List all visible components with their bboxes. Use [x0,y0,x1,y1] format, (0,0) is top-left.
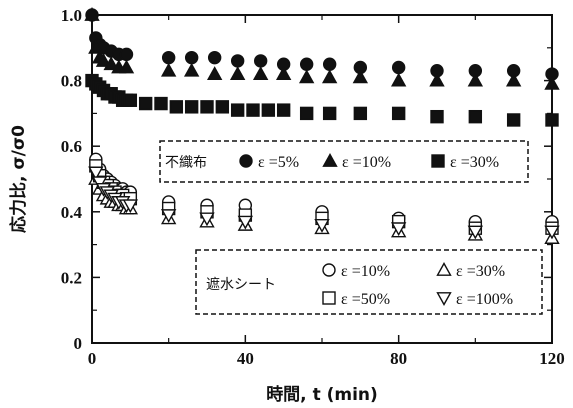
legend-box-geomembrane [195,249,543,315]
point-s6-14 [390,222,407,237]
legend-nonwoven-entries: ε =5% ε =10% ε =30% [239,153,499,171]
point-s2-18 [246,103,260,117]
legend2-marker-2 [322,291,336,305]
point-s1-20 [544,75,560,90]
point-s6-16 [544,225,560,240]
point-s2-10 [123,93,138,107]
point-s1-13 [298,69,315,84]
point-s1-16 [390,72,407,87]
point-s0-9 [207,50,222,65]
point-s2-23 [353,106,368,121]
point-s2-11 [138,96,153,111]
legend2-label-2: ε =50% [341,291,390,308]
point-s6-10 [160,209,177,224]
point-s2-25 [430,109,444,124]
point-s2-21 [299,106,314,121]
point-s2-22 [322,106,337,121]
point-s1-12 [275,66,292,80]
legend1-marker-1 [322,153,338,167]
y-axis-title: 応力比, σ/σ0 [8,125,29,233]
point-s1-10 [229,66,246,80]
point-s2-28 [545,113,559,127]
legend1-marker-0 [239,154,253,168]
point-s6-9 [122,199,139,214]
legend2-label-0: ε =10% [341,263,390,280]
legend-geomembrane: 遮水シート ε =10% ε =30% ε =50% ε =100% [195,249,543,315]
point-s6-12 [237,215,254,230]
legend-nonwoven: 不織布 ε =5% ε =10% ε =30% [159,140,529,183]
point-s2-19 [261,103,276,117]
x-tick-label-0: 0 [88,349,97,368]
point-s2-13 [169,100,184,114]
legend2-marker-3 [436,292,452,306]
point-s1-4 [103,56,119,71]
series-1 [84,7,560,90]
point-s0-6 [119,47,134,62]
point-s2-14 [184,100,199,114]
point-s2-26 [468,109,483,124]
point-s1-15 [352,69,369,84]
legend-geomembrane-entries: ε =10% ε =30% ε =50% ε =100% [322,262,513,308]
tick-labels: 0 40 80 120 0 0.2 0.4 0.6 0.8 1.0 [61,6,565,368]
point-s1-6 [118,59,135,74]
y-tick-label-0: 0 [74,334,83,353]
point-s2-12 [154,96,168,111]
legend2-label-1: ε =30% [456,263,505,280]
legend2-marker-0 [322,263,336,277]
point-s6-15 [467,225,484,240]
point-s2-20 [276,103,291,117]
y-tick-label-3: 0.6 [61,137,82,156]
point-s1-7 [160,62,177,77]
point-s2-27 [506,113,521,127]
point-s1-1 [88,39,104,54]
y-tick-label-4: 0.8 [61,72,82,91]
point-s1-14 [321,69,338,84]
point-s2-15 [200,100,214,114]
point-s0-8 [184,50,199,65]
point-s1-19 [505,72,522,87]
point-s6-0 [88,166,104,181]
point-s2-16 [215,100,230,114]
point-s1-3 [95,52,112,67]
point-s2-24 [391,106,406,121]
series-2 [85,73,559,127]
point-s0-7 [161,50,176,65]
y-tick-label-5: 1.0 [61,6,82,25]
point-s0-13 [299,57,314,71]
x-tick-label-1: 40 [237,349,254,368]
y-tick-label-2: 0.4 [61,203,83,222]
point-s1-11 [252,66,269,80]
point-s1-9 [206,66,223,80]
legend1-label-2: ε =30% [450,154,499,171]
legend-title-nonwoven: 不織布 [165,155,207,171]
y-tick-label-1: 0.2 [61,268,82,287]
point-s1-0 [84,7,100,21]
point-s1-18 [467,72,484,87]
series-6 [88,166,560,240]
point-s0-10 [230,54,245,68]
point-s6-11 [199,212,215,227]
point-s0-14 [322,57,337,71]
legend1-marker-2 [431,154,445,168]
x-tick-label-3: 120 [539,349,565,368]
x-axis-title: 時間, t (min) [266,384,378,405]
point-s0-11 [253,54,268,68]
point-s1-8 [183,62,200,77]
x-tick-label-2: 80 [390,349,407,368]
legend-box-nonwoven [159,140,529,183]
legend2-marker-1 [436,262,452,276]
data-markers [84,7,560,244]
point-s1-17 [429,72,445,87]
point-s6-1 [91,176,108,191]
point-s0-16 [391,60,406,75]
legend1-label-0: ε =5% [258,154,299,171]
point-s6-13 [314,219,330,233]
point-s2-17 [230,103,245,117]
legend-title-geomembrane: 遮水シート [206,277,276,293]
legend1-label-1: ε =10% [342,154,391,171]
legend2-label-3: ε =100% [456,291,513,308]
